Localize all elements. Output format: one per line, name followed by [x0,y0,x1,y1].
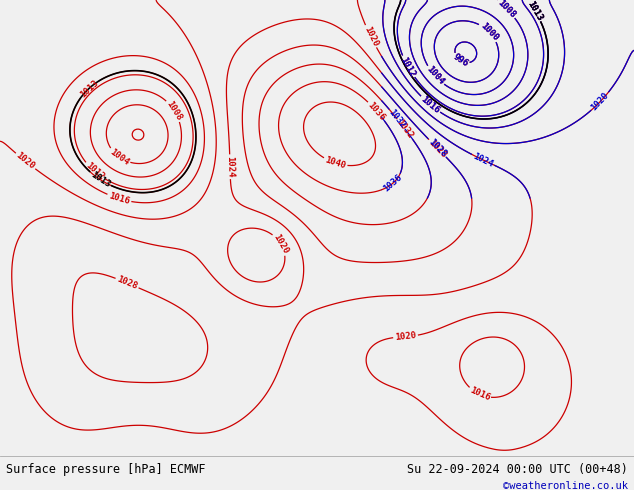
Text: 1040: 1040 [324,155,347,171]
Text: 1016: 1016 [469,386,491,403]
Text: 996: 996 [451,52,470,69]
Text: ©weatheronline.co.uk: ©weatheronline.co.uk [503,481,628,490]
Text: 1036: 1036 [366,100,387,122]
Text: 1013: 1013 [525,0,543,22]
Text: 1013: 1013 [89,170,112,189]
Text: 1004: 1004 [108,147,131,167]
Text: 1000: 1000 [478,21,500,43]
Text: 1020: 1020 [362,25,380,48]
Text: 1016: 1016 [419,94,441,115]
Text: 1008: 1008 [495,0,517,20]
Text: 1013: 1013 [525,0,543,22]
Text: 1016: 1016 [108,191,131,206]
Text: 1020: 1020 [271,233,290,256]
Text: 1036: 1036 [382,173,404,194]
Text: 1032: 1032 [387,108,408,130]
Text: 1012: 1012 [84,161,106,182]
Text: 1028: 1028 [426,137,448,159]
Text: 1000: 1000 [478,21,500,43]
Text: 1028: 1028 [115,275,139,291]
Text: 1024: 1024 [225,156,235,177]
Text: 1013: 1013 [78,78,100,99]
Text: 1013: 1013 [525,0,543,22]
Text: 1016: 1016 [419,94,441,115]
Text: 1012: 1012 [399,55,417,78]
Text: 1012: 1012 [399,55,417,78]
Text: 1032: 1032 [395,118,415,140]
Text: 1028: 1028 [427,138,448,159]
Text: 1024: 1024 [472,151,495,169]
Text: Surface pressure [hPa] ECMWF: Surface pressure [hPa] ECMWF [6,463,206,476]
Text: 1008: 1008 [495,0,517,20]
Text: 1020: 1020 [394,331,417,342]
Text: 1020: 1020 [14,151,37,171]
Text: 1020: 1020 [590,91,611,112]
Text: 996: 996 [451,52,470,69]
Text: 1008: 1008 [165,99,184,122]
Text: 1004: 1004 [425,65,446,87]
Text: Su 22-09-2024 00:00 UTC (00+48): Su 22-09-2024 00:00 UTC (00+48) [407,463,628,476]
Text: 1004: 1004 [425,65,446,87]
